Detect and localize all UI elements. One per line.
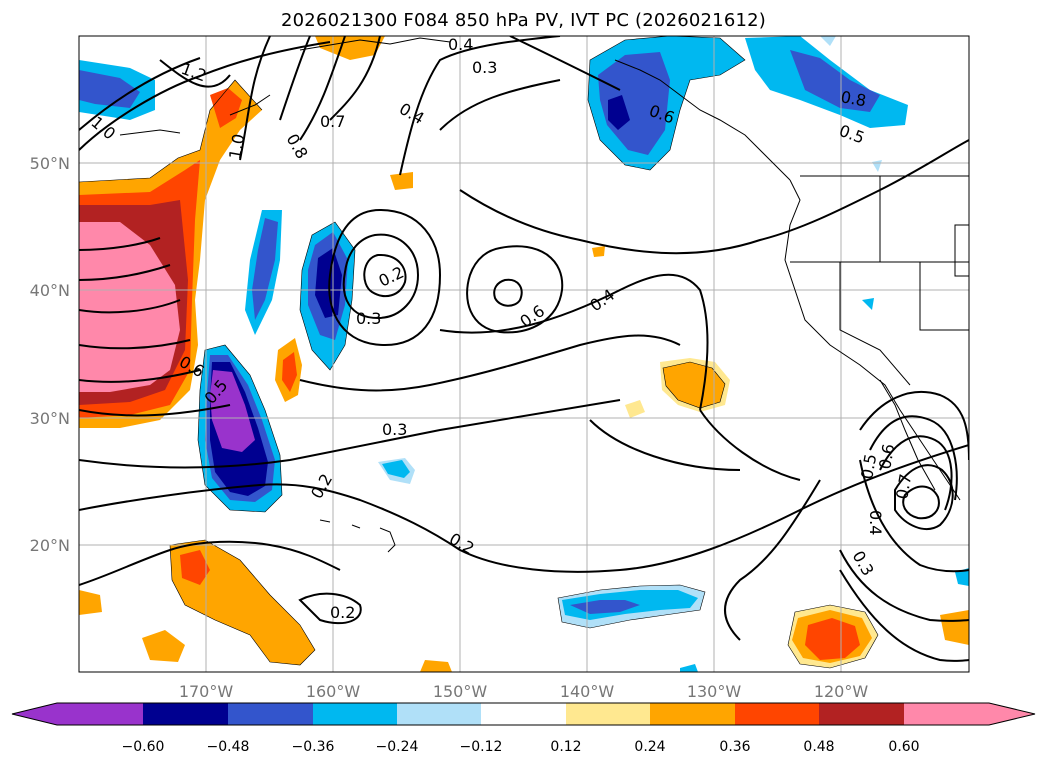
colorbar-swatch xyxy=(481,703,566,725)
svg-text:1.0: 1.0 xyxy=(225,132,248,160)
lat-label-20n: 20°N xyxy=(30,536,70,555)
lon-label-130w: 130°W xyxy=(687,682,742,701)
lon-labels: 170°W 160°W 150°W 140°W 130°W 120°W xyxy=(179,682,869,701)
svg-text:0.6: 0.6 xyxy=(875,442,898,470)
contour-labels: 0.4 0.3 1.2 1.0 0.8 1.0 0.7 0.4 0.2 0.3 … xyxy=(87,35,915,622)
svg-text:0.4: 0.4 xyxy=(448,35,473,54)
map-panel: 0.4 0.3 1.2 1.0 0.8 1.0 0.7 0.4 0.2 0.3 … xyxy=(79,35,969,672)
contours xyxy=(79,36,969,662)
colorbar-tick-label: 0.36 xyxy=(719,739,750,755)
lon-label-150w: 150°W xyxy=(433,682,488,701)
colorbar-tick-label: −0.36 xyxy=(292,739,335,755)
colorbar-swatch xyxy=(228,703,313,725)
lat-label-30n: 30°N xyxy=(30,409,70,428)
lon-label-120w: 120°W xyxy=(814,682,869,701)
colorbar-swatch xyxy=(57,703,143,725)
colorbar-swatch xyxy=(566,703,650,725)
colorbar-tick-label: −0.48 xyxy=(207,739,250,755)
gridlines xyxy=(79,36,969,672)
lon-label-170w: 170°W xyxy=(179,682,234,701)
colorbar-extend-max xyxy=(989,703,1035,725)
lat-label-50n: 50°N xyxy=(30,154,70,173)
svg-text:0.7: 0.7 xyxy=(892,472,915,500)
svg-text:0.4: 0.4 xyxy=(866,510,885,535)
pv-shading xyxy=(79,36,969,672)
svg-text:0.3: 0.3 xyxy=(382,420,407,439)
svg-text:0.2: 0.2 xyxy=(330,603,355,622)
lon-label-140w: 140°W xyxy=(560,682,615,701)
colorbar-tick-label: 0.60 xyxy=(888,739,919,755)
colorbar-swatch xyxy=(904,703,989,725)
colorbar: −0.60 −0.48 −0.36 −0.24 −0.12 0.12 0.24 … xyxy=(11,702,1036,755)
svg-text:0.8: 0.8 xyxy=(839,87,867,110)
colorbar-tick-label: 0.24 xyxy=(634,739,665,755)
lat-label-40n: 40°N xyxy=(30,281,70,300)
svg-text:0.3: 0.3 xyxy=(472,58,497,77)
colorbar-tick-label: −0.12 xyxy=(460,739,503,755)
colorbar-swatch xyxy=(735,703,819,725)
colorbar-swatch xyxy=(819,703,904,725)
lon-label-160w: 160°W xyxy=(306,682,361,701)
svg-text:0.7: 0.7 xyxy=(320,112,345,131)
colorbar-tick-label: −0.24 xyxy=(376,739,419,755)
coastlines xyxy=(119,37,969,553)
lat-labels: 50°N 40°N 30°N 20°N xyxy=(30,154,70,555)
colorbar-swatch xyxy=(397,703,481,725)
colorbar-tick-label: 0.48 xyxy=(803,739,834,755)
colorbar-extend-min xyxy=(12,703,57,725)
svg-text:0.3: 0.3 xyxy=(356,309,381,328)
map-title: 2026021300 F084 850 hPa PV, IVT PC (2026… xyxy=(280,10,767,31)
colorbar-swatch xyxy=(313,703,397,725)
colorbar-tick-label: −0.60 xyxy=(122,739,165,755)
colorbar-swatch xyxy=(650,703,735,725)
map-border xyxy=(78,35,970,673)
colorbar-tick-label: 0.12 xyxy=(550,739,581,755)
svg-text:0.5: 0.5 xyxy=(857,452,880,480)
colorbar-swatch xyxy=(143,703,228,725)
